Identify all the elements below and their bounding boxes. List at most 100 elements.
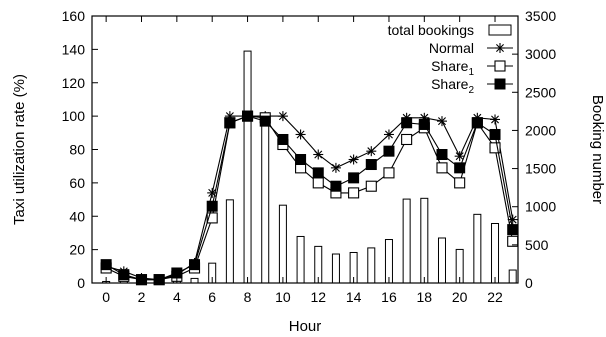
y-left-tick-label-140: 140 (62, 41, 86, 57)
x-tick-label-18: 18 (417, 289, 433, 305)
y-left-tick-label-120: 120 (62, 75, 86, 91)
ticks-group: 0 2 4 6 8 10 12 14 16 18 20 22 0 20 40 60 80 100 120 140 160… (62, 8, 557, 305)
y-left-tick-label-80: 80 (69, 142, 85, 158)
x-tick-label-8: 8 (244, 289, 252, 305)
x-tick-label-2: 2 (138, 289, 146, 305)
y-right-tick-label-2500: 2500 (525, 84, 556, 100)
series-line-1 (105, 115, 514, 281)
bars-group (102, 50, 517, 284)
series-2-point-20 (454, 177, 466, 189)
y-left-tick-label-60: 60 (69, 175, 85, 191)
series-2-point-12 (312, 177, 324, 189)
series-3-point-7 (224, 117, 236, 129)
bar-18 (420, 197, 429, 284)
series-3-point-5 (189, 259, 201, 271)
series-3-point-18 (418, 118, 430, 130)
y-right-tick-label-1000: 1000 (525, 199, 556, 215)
y-right-tick-label-500: 500 (525, 237, 549, 253)
series-3-point-6 (206, 200, 218, 212)
y-left-tick-label-100: 100 (62, 108, 86, 124)
series-3-point-13 (330, 180, 342, 192)
x-tick-label-4: 4 (173, 289, 181, 305)
series-1-point-10 (277, 111, 288, 122)
bar-15 (367, 247, 376, 284)
x-tick-label-6: 6 (208, 289, 216, 305)
series-1-point-13 (330, 162, 341, 173)
bar-22 (491, 222, 500, 284)
legend-label-2: Share1 (431, 58, 474, 78)
series-3-point-14 (348, 172, 360, 184)
series-3-point-8 (242, 110, 254, 122)
series-3-point-11 (295, 154, 307, 166)
series-2-point-15 (365, 180, 377, 192)
x-axis-title: Hour (289, 318, 322, 335)
series-3-point-17 (401, 117, 413, 129)
bar-21 (473, 213, 482, 284)
series-1-point-16 (383, 129, 394, 140)
legend-label-0: total bookings (388, 22, 474, 38)
y-axis-left-title: Taxi utilization rate (%) (11, 74, 28, 225)
series-2-point-6 (206, 212, 218, 224)
y-left-tick-label-20: 20 (69, 242, 85, 258)
plot-frame (91, 15, 519, 284)
bar-16 (384, 239, 393, 284)
bar-13 (331, 253, 340, 284)
x-tick-label-22: 22 (487, 289, 503, 305)
bar-5 (190, 277, 199, 284)
series-3-point-19 (436, 149, 448, 161)
series-3-point-0 (100, 259, 112, 271)
series-1-point-15 (366, 146, 377, 157)
y-right-tick-label-1500: 1500 (525, 161, 556, 177)
series-3-point-15 (365, 159, 377, 171)
x-tick-label-16: 16 (381, 289, 397, 305)
series-2-point-19 (436, 162, 448, 174)
y-right-tick-label-0: 0 (525, 275, 533, 291)
series-2-point-22 (489, 142, 501, 154)
y-left-tick-label-40: 40 (69, 208, 85, 224)
series-3-point-3 (153, 274, 165, 286)
x-tick-label-20: 20 (452, 289, 468, 305)
series-3-point-23 (507, 224, 519, 236)
y-left-tick-label-0: 0 (77, 275, 85, 291)
series-3-point-4 (171, 267, 183, 279)
y-axis-right-title: Booking number (589, 95, 606, 204)
bar-17 (402, 198, 411, 284)
series-2-point-16 (383, 167, 395, 179)
legend-sample-bar (488, 24, 512, 36)
x-tick-label-12: 12 (310, 289, 326, 305)
series-3-point-22 (489, 128, 501, 140)
y-left-tick-label-160: 160 (62, 8, 86, 24)
y-right-tick-label-3000: 3000 (525, 46, 556, 62)
lines-group (100, 110, 519, 286)
bar-7 (225, 199, 234, 284)
series-1-point-11 (295, 129, 306, 140)
x-tick-label-14: 14 (346, 289, 362, 305)
series-3-point-10 (277, 133, 289, 145)
legend-sample-marker-2 (494, 60, 506, 72)
series-1-point-14 (348, 154, 359, 165)
bar-11 (296, 235, 305, 284)
series-1-point-19 (436, 116, 447, 127)
bar-9 (261, 116, 270, 284)
series-2-point-14 (348, 187, 360, 199)
series-1-point-20 (454, 151, 465, 162)
x-tick-label-10: 10 (275, 289, 291, 305)
series-3-point-20 (454, 162, 466, 174)
y-right-tick-label-3500: 3500 (525, 8, 556, 24)
series-3-point-9 (259, 115, 271, 127)
series-1-point-22 (490, 114, 501, 125)
legend-label-1: Normal (429, 40, 474, 56)
series-3-point-16 (383, 145, 395, 157)
series-3-point-1 (118, 269, 130, 281)
bar-23 (508, 269, 517, 284)
bar-19 (437, 237, 446, 284)
legend-sample-marker-3 (494, 78, 506, 90)
series-2-point-17 (401, 133, 413, 146)
y-right-tick-label-2000: 2000 (525, 122, 556, 138)
legend-sample-marker-1 (495, 43, 505, 53)
series-1-point-12 (313, 149, 324, 160)
bar-10 (278, 204, 287, 284)
